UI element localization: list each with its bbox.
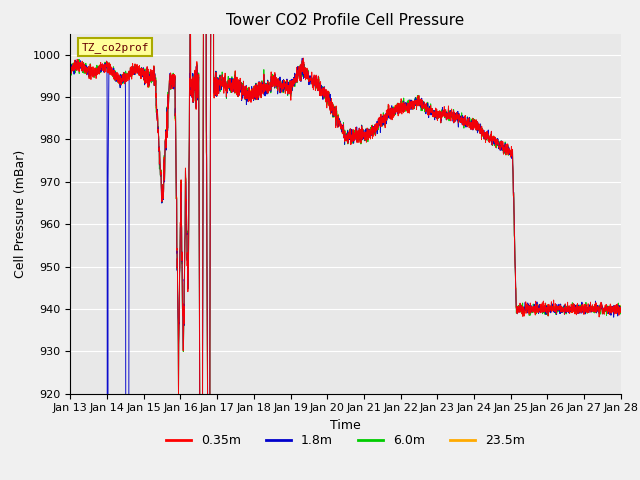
0.35m (617, 304, 625, 310)
1.8m (162, 144, 170, 150)
23.5m (607, 304, 614, 310)
Line: 1.8m: 1.8m (70, 0, 621, 480)
Legend: 0.35m, 1.8m, 6.0m, 23.5m: 0.35m, 1.8m, 6.0m, 23.5m (161, 429, 530, 452)
1.8m (547, 308, 555, 313)
6.0m (607, 304, 614, 310)
6.0m (67, 64, 74, 70)
6.0m (162, 136, 170, 142)
Line: 6.0m: 6.0m (70, 0, 621, 480)
6.0m (302, 67, 310, 72)
1.8m (129, 70, 137, 76)
1.8m (278, 84, 285, 89)
23.5m (617, 306, 625, 312)
23.5m (162, 140, 170, 146)
Text: TZ_co2prof: TZ_co2prof (81, 42, 149, 53)
23.5m (129, 69, 137, 74)
0.35m (129, 72, 137, 77)
1.8m (617, 308, 625, 314)
Y-axis label: Cell Pressure (mBar): Cell Pressure (mBar) (14, 149, 27, 278)
Title: Tower CO2 Profile Cell Pressure: Tower CO2 Profile Cell Pressure (227, 13, 465, 28)
23.5m (302, 66, 310, 72)
0.35m (278, 84, 285, 89)
Line: 23.5m: 23.5m (70, 0, 621, 480)
23.5m (547, 305, 555, 311)
23.5m (278, 83, 285, 88)
6.0m (278, 81, 285, 87)
0.35m (162, 141, 170, 147)
6.0m (129, 68, 137, 74)
0.35m (607, 301, 614, 307)
Line: 0.35m: 0.35m (70, 0, 621, 480)
0.35m (547, 306, 555, 312)
1.8m (67, 66, 74, 72)
6.0m (617, 305, 625, 311)
0.35m (67, 61, 74, 67)
6.0m (547, 305, 555, 311)
1.8m (607, 307, 614, 312)
0.35m (302, 69, 310, 74)
23.5m (67, 65, 74, 71)
X-axis label: Time: Time (330, 419, 361, 432)
1.8m (302, 66, 310, 72)
